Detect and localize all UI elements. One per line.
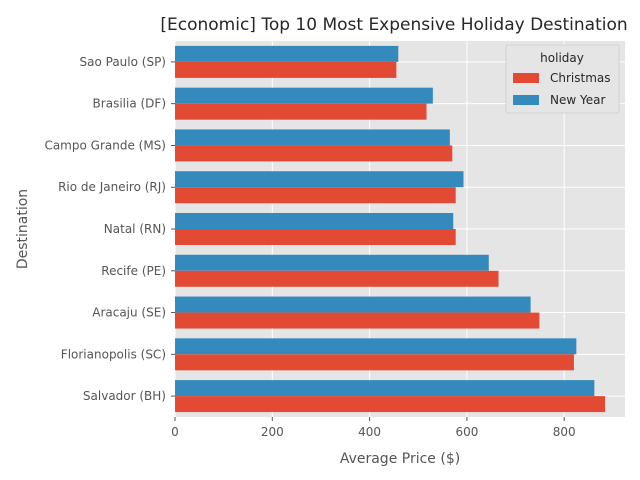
bars-layer bbox=[175, 45, 606, 413]
y-tick-label: Sao Paulo (SP) bbox=[80, 55, 167, 69]
x-axis-label: Average Price ($) bbox=[340, 451, 460, 467]
bar-new-year bbox=[175, 129, 450, 146]
bar-new-year bbox=[175, 296, 531, 313]
bar-new-year bbox=[175, 338, 577, 355]
y-tick-label: Salvador (BH) bbox=[83, 389, 166, 403]
bar-new-year bbox=[175, 171, 464, 188]
y-tick-label: Brasilia (DF) bbox=[93, 97, 166, 111]
y-tick-layer: Sao Paulo (SP) Brasilia (DF) Campo Grande … bbox=[44, 55, 175, 403]
y-tick-label: Rio de Janeiro (RJ) bbox=[58, 180, 166, 194]
x-tick-label: 200 bbox=[261, 425, 284, 439]
bar-new-year bbox=[175, 380, 595, 397]
y-tick-label: Natal (RN) bbox=[104, 222, 166, 236]
y-tick-label: Campo Grande (MS) bbox=[44, 138, 166, 152]
bar-christmas bbox=[175, 145, 453, 162]
bar-new-year bbox=[175, 45, 399, 62]
bar-christmas bbox=[175, 270, 499, 287]
bar-christmas bbox=[175, 312, 540, 329]
bar-christmas bbox=[175, 354, 574, 371]
bar-christmas bbox=[175, 61, 397, 78]
chart-title: [Economic] Top 10 Most Expensive Holiday… bbox=[160, 15, 627, 35]
x-tick-label: 800 bbox=[553, 425, 576, 439]
bar-new-year bbox=[175, 87, 433, 104]
bar-new-year bbox=[175, 254, 489, 271]
x-tick-label: 600 bbox=[455, 425, 478, 439]
legend-swatch-christmas bbox=[513, 73, 539, 83]
y-tick-label: Aracaju (SE) bbox=[92, 306, 166, 320]
x-tick-label: 0 bbox=[171, 425, 179, 439]
bar-christmas bbox=[175, 229, 456, 245]
y-axis-label: Destination bbox=[15, 189, 31, 269]
x-tick-label: 400 bbox=[358, 425, 381, 439]
legend-label: New Year bbox=[550, 93, 605, 107]
bar-christmas bbox=[175, 187, 456, 204]
bar-christmas bbox=[175, 103, 427, 120]
legend-label: Christmas bbox=[550, 71, 611, 85]
x-tick-layer: 0 200 400 600 800 bbox=[171, 417, 576, 439]
legend-swatch-new-year bbox=[513, 95, 539, 105]
y-tick-label: Florianopolis (SC) bbox=[61, 347, 166, 361]
bar-christmas bbox=[175, 396, 606, 413]
legend: holiday Christmas New Year bbox=[505, 44, 620, 114]
bar-new-year bbox=[175, 213, 454, 229]
y-tick-label: Recife (PE) bbox=[101, 264, 166, 278]
legend-title: holiday bbox=[540, 51, 584, 65]
